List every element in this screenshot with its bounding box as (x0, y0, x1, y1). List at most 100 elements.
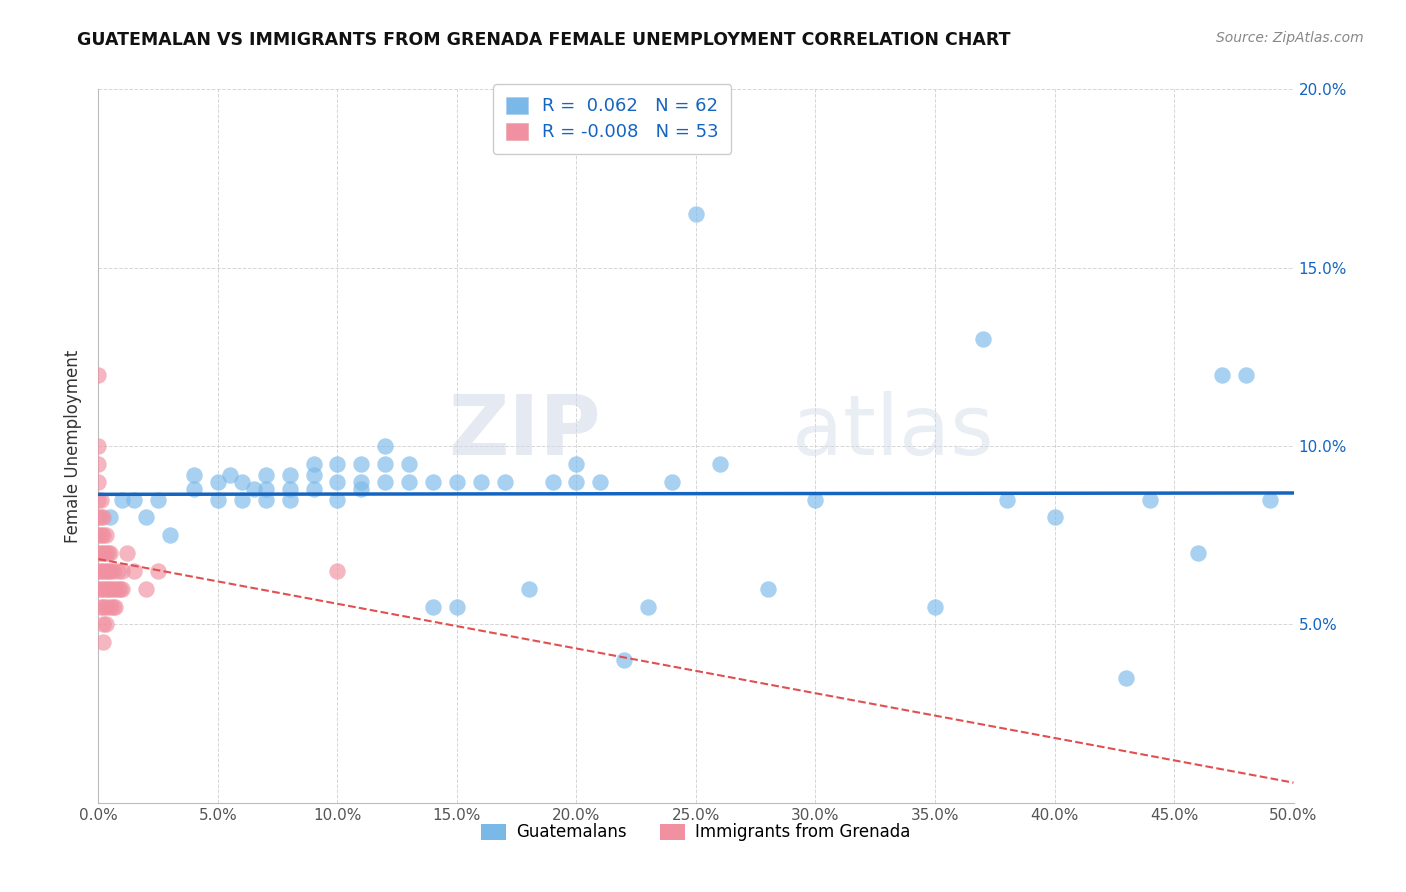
Point (541, 475, 564, 489)
Point (124, 492, 146, 507)
Point (924, 599, 946, 614)
Point (685, 207, 707, 221)
Point (804, 492, 827, 507)
Point (326, 492, 349, 507)
Point (1187, 546, 1209, 560)
Point (422, 475, 444, 489)
Point (98, 546, 122, 560)
Point (278, 492, 301, 507)
Point (111, 564, 134, 578)
Point (374, 439, 396, 453)
Point (565, 457, 588, 471)
Point (91, 582, 114, 596)
Point (350, 475, 373, 489)
Point (231, 475, 253, 489)
Point (87, 564, 110, 578)
Point (91, 635, 114, 649)
Point (90, 599, 112, 614)
Point (98, 599, 122, 614)
Point (398, 457, 420, 471)
Legend: Guatemalans, Immigrants from Grenada: Guatemalans, Immigrants from Grenada (475, 817, 917, 848)
Point (517, 582, 540, 596)
Point (94, 528, 117, 542)
Point (302, 457, 325, 471)
Point (115, 546, 138, 560)
Point (90, 546, 112, 560)
Point (207, 492, 229, 507)
Point (470, 475, 492, 489)
Point (90, 528, 112, 542)
Point (302, 482, 325, 496)
Point (101, 564, 124, 578)
Point (98, 510, 122, 524)
Point (207, 475, 229, 489)
Point (87, 368, 110, 382)
Point (87, 492, 110, 507)
Point (148, 492, 170, 507)
Point (111, 582, 134, 596)
Point (124, 564, 146, 578)
Point (94, 599, 117, 614)
Point (398, 475, 420, 489)
Text: Source: ZipAtlas.com: Source: ZipAtlas.com (1216, 31, 1364, 45)
Point (87, 582, 110, 596)
Point (94, 564, 117, 578)
Point (111, 492, 134, 507)
Point (87, 475, 110, 489)
Point (97, 564, 120, 578)
Point (107, 564, 129, 578)
Point (91, 599, 114, 614)
Point (661, 475, 683, 489)
Point (87, 439, 110, 453)
Point (159, 528, 181, 542)
Point (1234, 368, 1257, 382)
Point (90, 564, 112, 578)
Point (183, 482, 205, 496)
Y-axis label: Female Unemployment: Female Unemployment (63, 350, 82, 542)
Point (91, 528, 114, 542)
Point (302, 467, 325, 482)
Point (87, 528, 110, 542)
Point (494, 475, 516, 489)
Point (87, 546, 110, 560)
Point (90, 582, 112, 596)
Point (254, 467, 277, 482)
Point (94, 582, 117, 596)
Point (709, 457, 731, 471)
Point (104, 599, 127, 614)
Point (422, 599, 444, 614)
Point (972, 332, 994, 346)
Point (148, 564, 170, 578)
Text: atlas: atlas (792, 392, 993, 472)
Point (135, 510, 157, 524)
Point (94, 617, 117, 632)
Point (326, 564, 349, 578)
Point (108, 582, 131, 596)
Point (254, 492, 277, 507)
Point (350, 482, 373, 496)
Point (278, 482, 301, 496)
Point (1043, 510, 1066, 524)
Point (98, 564, 122, 578)
Point (565, 475, 588, 489)
Text: ZIP: ZIP (449, 392, 600, 472)
Point (104, 582, 127, 596)
Point (374, 475, 396, 489)
Point (326, 475, 349, 489)
Point (1115, 671, 1137, 685)
Point (101, 582, 124, 596)
Point (90, 492, 112, 507)
Point (350, 457, 373, 471)
Point (91, 546, 114, 560)
Point (326, 457, 349, 471)
Point (995, 492, 1018, 507)
Point (183, 467, 205, 482)
Point (243, 482, 266, 496)
Point (254, 482, 277, 496)
Point (91, 617, 114, 632)
Point (101, 599, 124, 614)
Point (91, 510, 114, 524)
Point (219, 467, 242, 482)
Point (91, 564, 114, 578)
Point (446, 475, 468, 489)
